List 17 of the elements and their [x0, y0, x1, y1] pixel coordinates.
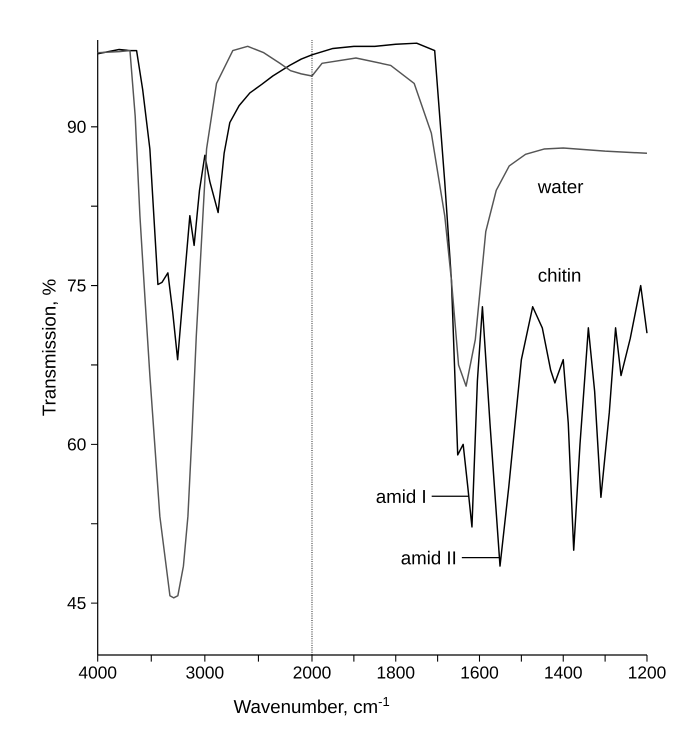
- y-tick-label: 60: [68, 438, 86, 450]
- annotation: amid I: [376, 489, 425, 504]
- y-tick-label: 75: [68, 280, 86, 292]
- x-tick-label: 1600: [462, 666, 498, 679]
- x-tick-label: 1200: [629, 666, 666, 679]
- x-tick-label: 1800: [378, 666, 414, 679]
- x-tick-label: 1400: [545, 666, 582, 679]
- x-axis-title: Wavenumber, cm$^{-1}$: [234, 697, 390, 716]
- series-label: water: [538, 181, 584, 194]
- y-axis-title: Transmission, %: [42, 280, 58, 416]
- annotation: amid II: [402, 550, 456, 564]
- x-tick-label: 2000: [294, 666, 331, 679]
- y-tick-label: 45: [67, 597, 86, 610]
- series-label: chitin: [538, 268, 580, 282]
- x-tick-label: 4000: [78, 666, 116, 679]
- x-tick-label: 3000: [186, 666, 224, 679]
- y-tick-label: 90: [68, 120, 86, 133]
